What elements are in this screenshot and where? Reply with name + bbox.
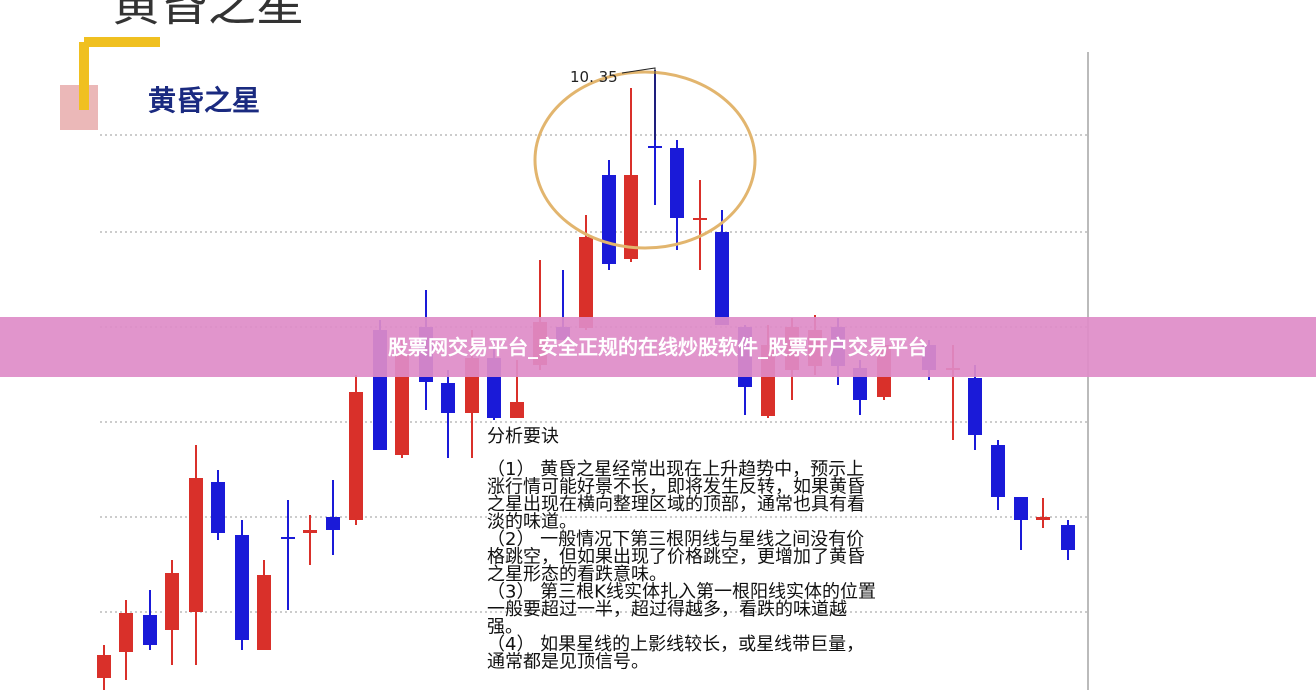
candle-body — [349, 392, 363, 520]
decoration — [79, 37, 160, 110]
candle-body — [143, 615, 157, 645]
analysis-line: （2） 一般情况下第三根阴线与星线之间没有价 — [487, 529, 864, 550]
candle-body — [715, 232, 729, 325]
candle-body — [441, 383, 455, 413]
candle-body — [510, 402, 524, 418]
banner — [0, 317, 1316, 377]
price-label: 10. 35 — [570, 68, 618, 86]
candle-body — [670, 148, 684, 218]
highlight-circle — [533, 70, 757, 250]
candle-body — [165, 573, 179, 630]
candle-body — [693, 218, 707, 220]
candle-body — [1014, 497, 1028, 520]
candle-body — [648, 146, 662, 148]
analysis-line: 淡的味道。 — [487, 512, 577, 533]
candle-body — [235, 535, 249, 640]
candle-body — [579, 237, 593, 328]
pointer — [621, 67, 656, 140]
candle-body — [281, 537, 295, 539]
analysis-line: （1） 黄昏之星经常出现在上升趋势中，预示上 — [487, 459, 864, 480]
banner-text: 股票网交易平台_安全正规的在线炒股软件_股票开户交易平台 — [388, 335, 928, 359]
candle-body — [991, 445, 1005, 497]
candle-body — [968, 378, 982, 435]
analysis-line: （4） 如果星线的上影线较长，或星线带巨量， — [487, 634, 864, 655]
candle-body — [395, 355, 409, 455]
candle-body — [119, 613, 133, 652]
top-title: 黄昏之星 — [112, 0, 304, 32]
candle-body — [1061, 525, 1075, 550]
analysis-line: 格跳空，但如果出现了价格跳空，更增加了黄昏 — [487, 547, 865, 568]
candle-body — [303, 530, 317, 533]
candles — [97, 70, 1075, 690]
analysis-line: 一般要超过一半，超过得越多，看跌的味道越 — [487, 599, 847, 620]
candle-body — [211, 482, 225, 533]
analysis-line: 之星出现在横向整理区域的顶部，通常也具有看 — [487, 494, 865, 515]
candle-body — [602, 175, 616, 264]
analysis-heading: 分析要诀 — [487, 426, 559, 447]
candle-body — [189, 478, 203, 612]
analysis-line: 涨行情可能好景不长，即将发生反转，如果黄昏 — [487, 477, 865, 498]
candle-body — [257, 575, 271, 650]
box-title: 黄昏之星 — [148, 84, 260, 117]
analysis-line: 强。 — [487, 617, 523, 638]
analysis-line: 之星形态的看跌意味。 — [487, 564, 667, 585]
candle-body — [97, 655, 111, 678]
candle-body — [1036, 517, 1050, 520]
candle-body — [624, 175, 638, 259]
candle-body — [326, 517, 340, 530]
analysis-line: 通常都是见顶信号。 — [487, 652, 649, 673]
analysis-text: （1） 黄昏之星经常出现在上升趋势中，预示上涨行情可能好景不长，即将发生反转，如… — [487, 459, 876, 673]
analysis-line: （3） 第三根K线实体扎入第一根阳线实体的位置 — [487, 582, 876, 603]
